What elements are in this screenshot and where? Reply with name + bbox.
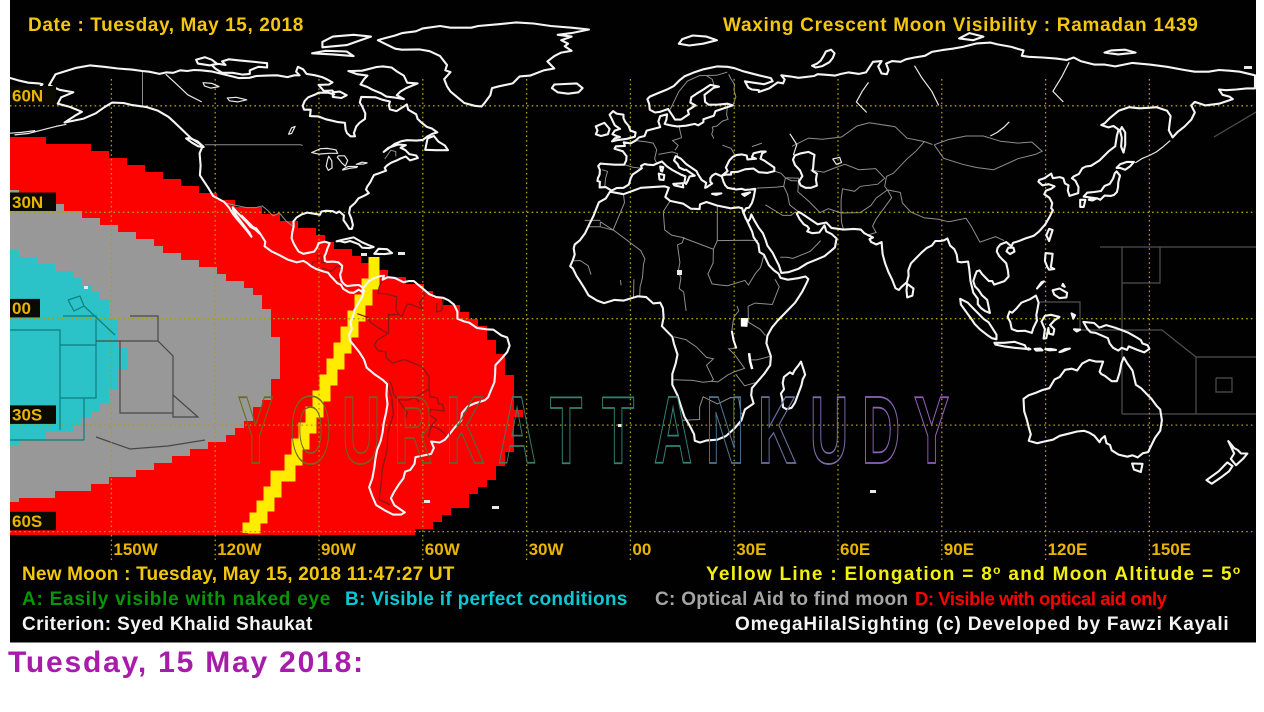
svg-text:90W: 90W <box>321 540 357 559</box>
svg-text:K: K <box>758 377 796 484</box>
svg-text:150E: 150E <box>1151 540 1191 559</box>
svg-text:120W: 120W <box>217 540 262 559</box>
svg-text:30E: 30E <box>736 540 766 559</box>
svg-text:N: N <box>706 377 744 484</box>
svg-text:30S: 30S <box>12 406 42 425</box>
svg-text:Y: Y <box>914 377 949 484</box>
svg-text:T: T <box>602 377 634 484</box>
svg-text:A: Easily visible with naked e: A: Easily visible with naked eye <box>22 589 331 610</box>
svg-text:90E: 90E <box>944 540 974 559</box>
svg-text:Criterion: Syed Khalid Shaukat: Criterion: Syed Khalid Shaukat <box>22 614 313 635</box>
svg-text:Date : Tuesday, May 15, 2018: Date : Tuesday, May 15, 2018 <box>28 15 304 36</box>
svg-text:Waxing Crescent Moon Visibilit: Waxing Crescent Moon Visibility : Ramada… <box>723 15 1199 36</box>
svg-text:D: D <box>862 377 900 484</box>
svg-text:60S: 60S <box>12 512 42 531</box>
svg-text:30N: 30N <box>12 193 43 212</box>
svg-text:120E: 120E <box>1048 540 1088 559</box>
svg-text:Yellow Line : Elongation = 8o: Yellow Line : Elongation = 8o and Moon A… <box>706 563 1242 585</box>
svg-text:U: U <box>342 377 380 484</box>
svg-text:D: Visible with optical aid on: D: Visible with optical aid only <box>915 588 1168 609</box>
svg-text:T: T <box>550 377 582 484</box>
svg-text:OmegaHilalSighting (c) Devel: OmegaHilalSighting (c) Developed by Fawz… <box>735 614 1230 635</box>
svg-text:60E: 60E <box>840 540 870 559</box>
svg-text:60N: 60N <box>12 86 43 105</box>
svg-text:A: A <box>498 377 536 484</box>
svg-text:Y: Y <box>238 377 273 484</box>
svg-text:30W: 30W <box>529 540 565 559</box>
svg-text:00: 00 <box>632 540 651 559</box>
svg-text:C: Optical Aid to find moon: C: Optical Aid to find moon <box>655 589 908 610</box>
svg-text:B: Visible if perfect conditio: B: Visible if perfect conditions <box>345 589 628 610</box>
svg-text:A: A <box>654 377 692 484</box>
svg-text:O: O <box>290 377 331 484</box>
svg-text:R: R <box>394 377 432 484</box>
svg-text:New Moon : Tuesday, May 15, 20: New Moon : Tuesday, May 15, 2018 11:47:2… <box>22 564 455 585</box>
svg-text:Tuesday, 15 May 2018:: Tuesday, 15 May 2018: <box>8 646 365 679</box>
svg-text:00: 00 <box>12 299 31 318</box>
svg-text:U: U <box>810 377 848 484</box>
svg-text:60W: 60W <box>425 540 461 559</box>
svg-text:150W: 150W <box>113 540 158 559</box>
svg-text:K: K <box>446 377 484 484</box>
